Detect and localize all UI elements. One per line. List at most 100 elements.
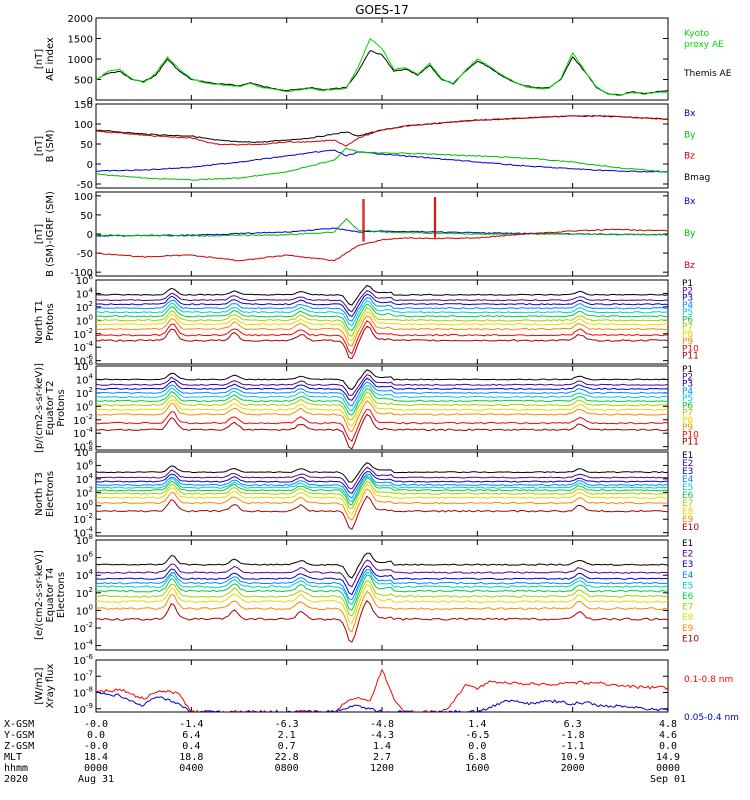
series-e7 — [96, 579, 668, 617]
y-tick-label: -100 — [70, 268, 93, 279]
series-p1 — [96, 369, 668, 391]
legend-label: E1 — [682, 451, 693, 461]
legend-label: Bz — [684, 152, 695, 162]
series-p7 — [96, 391, 668, 421]
y-tick-label: 108 — [76, 445, 93, 459]
legend-label: E3 — [682, 560, 693, 570]
legend-label: E9 — [682, 624, 694, 634]
ephemeris-row-label: 2020 — [4, 774, 28, 785]
y-tick-label: 50 — [80, 140, 93, 151]
series-p11 — [96, 325, 668, 360]
legend-label: P10 — [682, 344, 699, 354]
legend-label: P6 — [682, 315, 693, 325]
legend: Bx By Bz Bmag — [684, 109, 710, 183]
y-tick-label: 0 — [87, 96, 93, 107]
y-axis-label: B (SM) — [45, 129, 56, 162]
legend-label: By — [684, 229, 696, 239]
legend-label: P7 — [682, 409, 693, 419]
y-tick-label: 100 — [76, 603, 93, 617]
panel-bigrf: -100 -50 0 50 100 B (SM)-IGRF (SM)[nT] Bx By Bz — [34, 191, 696, 279]
legend-label: P4 — [682, 387, 693, 397]
legend-label: Bx — [684, 109, 696, 119]
series-e8 — [96, 583, 668, 624]
panel-bsm: -50 0 50 100 150 B (SM)[nT] Bx By Bz Bmag — [34, 100, 710, 191]
series-p10 — [96, 408, 668, 442]
legend-label: P10 — [682, 430, 699, 440]
series-e2 — [96, 559, 668, 588]
legend-label: P2 — [682, 372, 693, 382]
ephemeris-value: 1600 — [465, 763, 489, 774]
y-axis-label: AE index — [45, 37, 56, 81]
series-p9 — [96, 315, 668, 347]
legend-label: 0.1-0.8 nm — [684, 675, 733, 685]
y-tick-label: 50 — [80, 211, 93, 222]
legend-label: E2 — [682, 459, 693, 469]
legend-label: P11 — [682, 438, 699, 448]
ephemeris-value: Sep 01 — [650, 774, 686, 785]
legend-label: P1 — [682, 279, 693, 289]
series-e5 — [96, 475, 668, 503]
legend-label: P5 — [682, 308, 693, 318]
legend-label: E4 — [682, 571, 694, 581]
series-p8 — [96, 396, 668, 427]
ephemeris-value: 6.4 — [182, 730, 200, 741]
series-p9 — [96, 400, 668, 433]
y-tick-label: 104 — [76, 568, 94, 582]
series-e10 — [96, 600, 668, 643]
plot-area — [96, 114, 668, 181]
y-tick-label: -50 — [77, 180, 93, 191]
chart-title: GOES-17 — [355, 3, 409, 17]
y-tick-label: 10-6 — [73, 653, 93, 667]
series-bmag — [96, 114, 668, 144]
ephemeris-value: 22.8 — [275, 752, 299, 763]
series-bx — [96, 149, 668, 173]
series-e5 — [96, 571, 668, 606]
series-themis-ae — [96, 50, 668, 96]
y-tick-label: 1500 — [68, 35, 93, 46]
series-p2 — [96, 290, 668, 313]
y-axis-label: Electrons — [45, 471, 56, 517]
legend-label: E4 — [682, 475, 694, 485]
legend-label: P6 — [682, 401, 693, 411]
series-e2 — [96, 466, 668, 490]
ephemeris-value: -1.1 — [561, 741, 585, 752]
y-axis-label: [p/(cm2-s-sr-keV)] — [34, 363, 45, 453]
legend-label: P3 — [682, 380, 693, 390]
series-p4 — [96, 381, 668, 407]
ephemeris-value: 0.0 — [87, 730, 105, 741]
legend-label: P4 — [682, 301, 693, 311]
ephemeris-value: 1.4 — [373, 741, 391, 752]
y-tick-label: 100 — [74, 120, 93, 131]
ephemeris-value: 18.4 — [84, 752, 108, 763]
legend-label: Bz — [684, 261, 695, 271]
plot-area — [96, 668, 668, 712]
ephemeris-row-label: Y-GSM — [4, 730, 34, 741]
y-axis-label: [nT] — [34, 136, 45, 156]
ephemeris-value: -6.3 — [275, 719, 299, 730]
y-tick-label: 100 — [76, 499, 93, 513]
y-tick-label: 10-2 — [73, 413, 93, 427]
y-tick-label: 10-2 — [73, 327, 93, 341]
ephemeris-value: 0400 — [179, 763, 203, 774]
plot-area — [96, 37, 668, 97]
legend-label: E7 — [682, 603, 693, 613]
series-p1 — [96, 284, 668, 306]
series-e3 — [96, 471, 668, 495]
ephemeris-value: 0000 — [84, 763, 108, 774]
series-e10 — [96, 495, 668, 531]
series-e4 — [96, 568, 668, 601]
y-tick-label: 108 — [76, 533, 93, 547]
legend-label: P9 — [682, 337, 693, 347]
legend-label: E10 — [682, 523, 699, 533]
ephemeris-value: 6.3 — [564, 719, 582, 730]
series-p2 — [96, 374, 668, 396]
legend-label: E8 — [682, 507, 694, 517]
ephemeris-value: -1.4 — [179, 719, 203, 730]
y-axis-label: Xray flux — [45, 664, 56, 709]
